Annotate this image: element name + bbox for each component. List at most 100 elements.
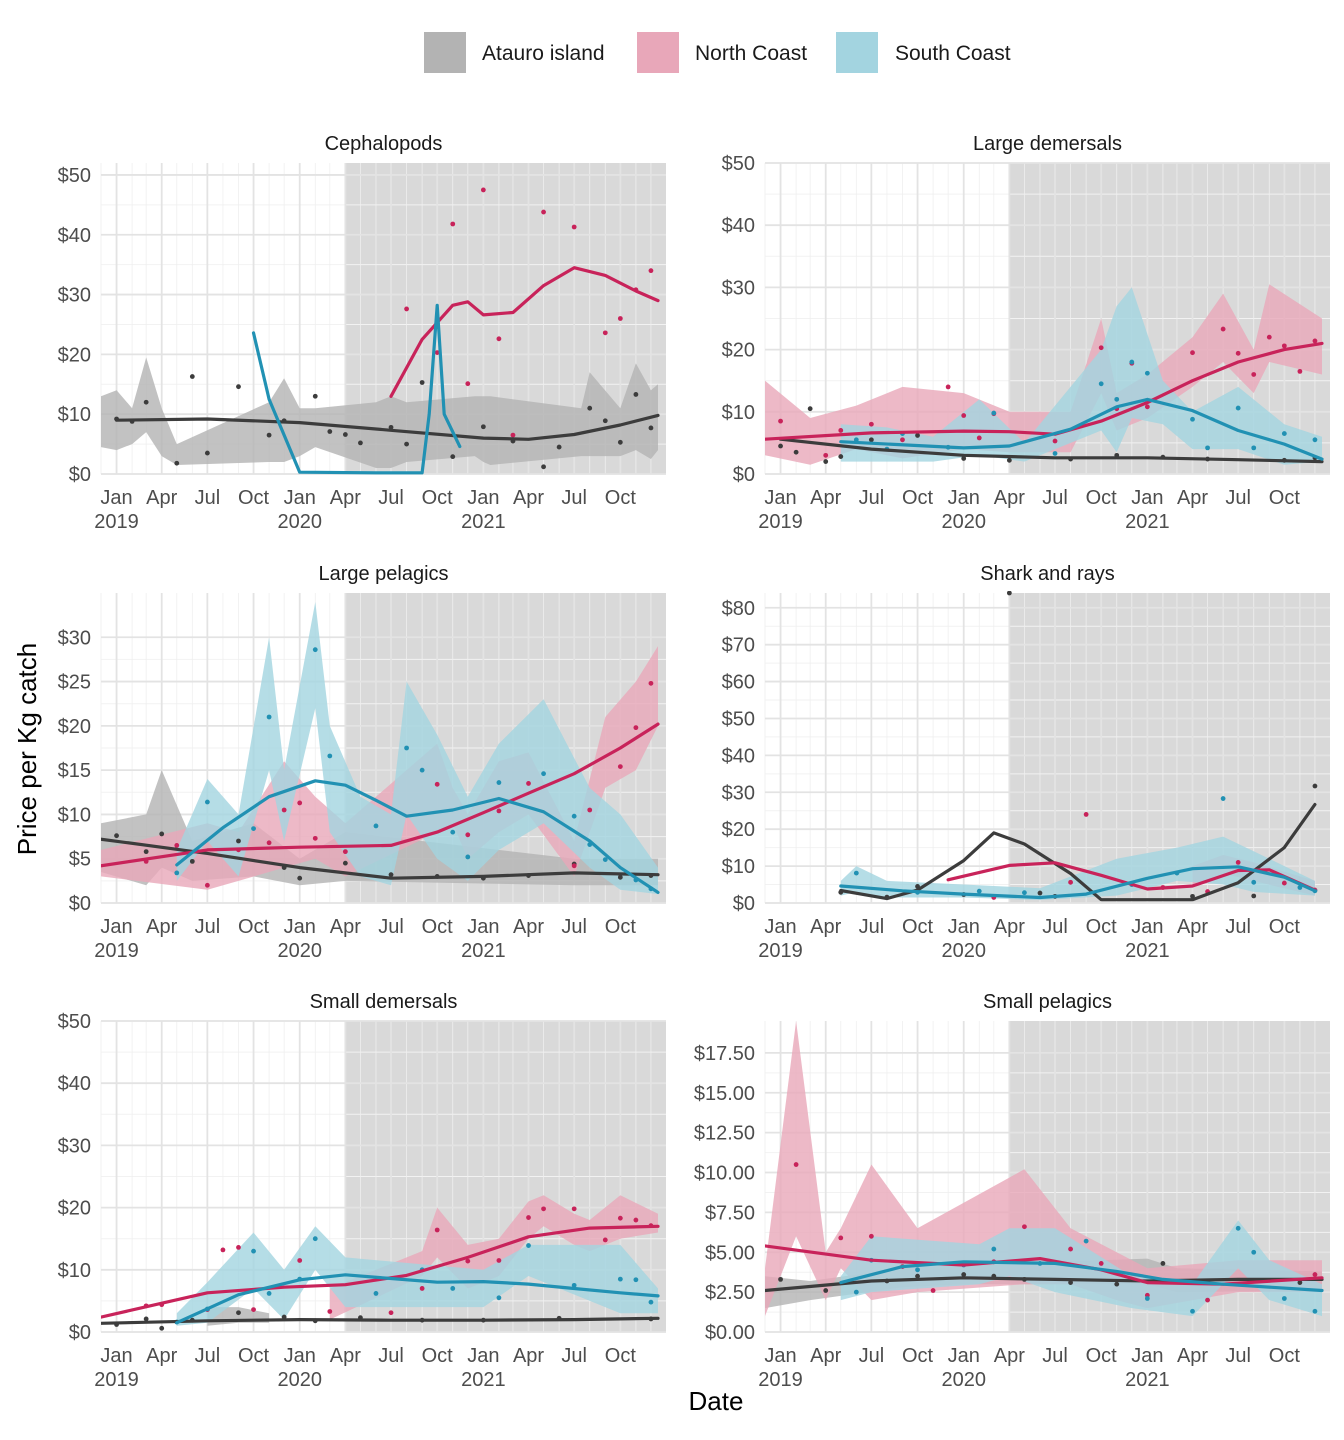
- trend-line: [101, 837, 660, 880]
- y-tick-label: $40: [722, 215, 755, 237]
- x-tick-label: Apr: [513, 487, 544, 509]
- trend-line: [101, 722, 660, 868]
- data-point: [327, 429, 333, 434]
- ci-band: [765, 284, 1322, 465]
- data-point: [1281, 343, 1287, 349]
- data-point: [450, 829, 456, 835]
- facet-panel: Small demersals$0$10$20$30$40$50Jan2019A…: [58, 991, 666, 1391]
- data-point: [236, 838, 241, 844]
- data-point: [450, 1286, 456, 1291]
- trend-line: [114, 413, 660, 441]
- data-point: [143, 849, 149, 855]
- data-point: [807, 406, 813, 412]
- x-tick-label: Jul: [1225, 487, 1251, 509]
- data-point: [793, 1162, 799, 1167]
- data-point: [143, 399, 149, 405]
- legend-key: [836, 32, 878, 73]
- data-point: [419, 380, 425, 385]
- data-point: [1083, 1238, 1089, 1244]
- data-point: [450, 454, 456, 460]
- data-point: [189, 858, 195, 864]
- x-tick-label: Jan: [100, 487, 132, 509]
- data-point: [251, 826, 256, 831]
- data-point: [251, 1248, 256, 1254]
- x-tick-label: Jan: [284, 1345, 316, 1367]
- x-tick-label: Jul: [378, 487, 404, 509]
- panel-body: [838, 591, 1318, 902]
- y-tick-label: $60: [722, 672, 755, 694]
- y-tick-label: $0: [733, 464, 755, 486]
- data-point: [778, 443, 783, 449]
- y-tick-label: $0: [733, 893, 755, 915]
- x-tick-year-label: 2020: [277, 1369, 322, 1391]
- panel-title: Large demersals: [973, 133, 1122, 155]
- y-tick-label: $50: [58, 165, 91, 187]
- y-tick-label: $30: [722, 782, 755, 804]
- data-point: [342, 432, 348, 437]
- data-point: [793, 449, 799, 455]
- data-point: [1098, 1261, 1104, 1266]
- data-point: [1266, 334, 1272, 340]
- panel-title: Small pelagics: [983, 991, 1112, 1013]
- data-point: [991, 410, 997, 416]
- legend-key: [424, 32, 466, 73]
- x-tick-label: Oct: [1086, 1345, 1118, 1367]
- data-point: [633, 1277, 639, 1283]
- data-point: [1006, 591, 1012, 596]
- data-point: [1312, 1308, 1318, 1314]
- y-tick-label: $30: [58, 285, 91, 307]
- y-tick-label: $50: [722, 153, 755, 175]
- data-point: [868, 421, 874, 427]
- data-point: [617, 439, 623, 445]
- trend-line: [765, 1276, 1324, 1293]
- legend: Atauro island North Coast South Coast: [424, 32, 1011, 73]
- trend-line: [175, 1273, 660, 1325]
- data-point: [327, 753, 333, 759]
- trend-line: [101, 1316, 660, 1325]
- y-tick-label: $5.00: [705, 1242, 755, 1264]
- data-point: [465, 854, 471, 860]
- data-point: [617, 764, 623, 769]
- y-tick-label: $10: [722, 402, 755, 424]
- data-point: [159, 1325, 165, 1331]
- x-tick-label: Jul: [195, 916, 221, 938]
- data-point: [1006, 457, 1012, 463]
- data-point: [778, 418, 783, 424]
- y-tick-label: $25: [58, 672, 91, 694]
- x-tick-label: Oct: [422, 1345, 454, 1367]
- data-point: [838, 1235, 844, 1241]
- ci-band: [840, 836, 1315, 900]
- data-point: [571, 1282, 577, 1288]
- x-tick-label: Oct: [902, 487, 934, 509]
- x-tick-label: Jan: [1131, 487, 1163, 509]
- data-point: [450, 221, 456, 227]
- data-point: [633, 725, 639, 731]
- x-tick-label: Oct: [238, 487, 270, 509]
- x-tick-label: Apr: [513, 1345, 544, 1367]
- x-tick-label: Jan: [948, 487, 980, 509]
- data-point: [251, 1307, 256, 1313]
- data-point: [1312, 1272, 1318, 1277]
- data-point: [434, 1227, 440, 1233]
- data-point: [571, 224, 577, 230]
- panel-body: [101, 601, 660, 895]
- y-tick-label: $5: [69, 849, 91, 871]
- x-tick-year-label: 2020: [941, 511, 986, 533]
- trend-line: [101, 1224, 660, 1319]
- x-tick-label: Apr: [994, 916, 1025, 938]
- y-tick-label: $15.00: [694, 1083, 755, 1105]
- data-point: [853, 1289, 859, 1295]
- y-tick-label: $30: [58, 627, 91, 649]
- x-tick-label: Jan: [467, 487, 499, 509]
- x-tick-year-label: 2019: [94, 1369, 139, 1391]
- data-point: [961, 456, 967, 461]
- y-tick-label: $10.00: [694, 1163, 755, 1185]
- y-tick-label: $20: [722, 340, 755, 362]
- x-tick-label: Oct: [422, 487, 454, 509]
- y-tick-label: $40: [58, 1073, 91, 1095]
- x-tick-label: Jul: [195, 1345, 221, 1367]
- data-point: [571, 863, 577, 869]
- data-point: [434, 781, 440, 787]
- y-tick-label: $7.50: [705, 1202, 755, 1224]
- legend-label: Atauro island: [482, 42, 605, 65]
